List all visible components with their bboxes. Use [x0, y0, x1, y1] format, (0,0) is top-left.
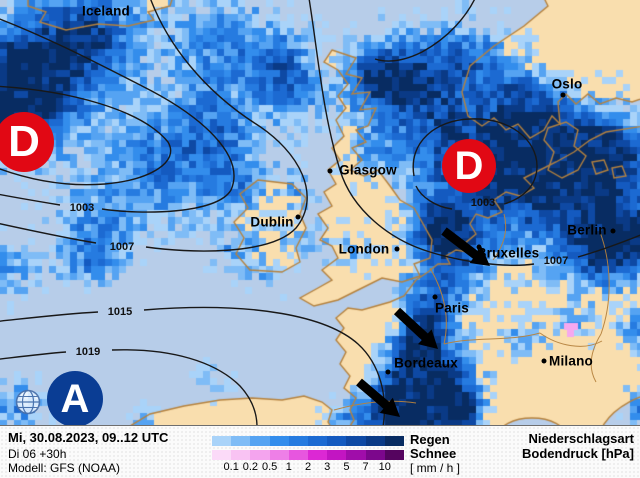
movement-arrow — [356, 378, 394, 412]
snow-scale-segment — [327, 450, 347, 460]
rain-scale-segment — [365, 436, 385, 446]
isobar-lines — [0, 0, 640, 425]
snow-scale-segment — [212, 450, 232, 460]
threshold-label: 2 — [304, 461, 312, 473]
movement-arrows — [356, 227, 490, 417]
rain-scale-segment — [250, 436, 270, 446]
city-label: Dublin — [250, 214, 294, 230]
isobar-value-label: 1003 — [69, 202, 95, 214]
city-label: Iceland — [82, 3, 130, 19]
pressure-title: Bodendruck [hPa] — [522, 446, 634, 461]
weather-map: Iceland Oslo Glasgow Dublin London Berlin Brux… — [0, 0, 640, 425]
legend-panel: Mi, 30.08.2023, 09..12 UTC Di 06 +30h Mo… — [0, 425, 640, 478]
rain-scale-segment — [327, 436, 347, 446]
snow-scale-segment — [308, 450, 328, 460]
snow-scale-segment — [231, 450, 251, 460]
rain-scale-segment — [346, 436, 366, 446]
city-label: Oslo — [551, 76, 583, 92]
model-label: Modell: GFS (NOAA) — [8, 461, 121, 475]
movement-arrow-head — [418, 329, 438, 349]
rain-scale-segment — [212, 436, 232, 446]
city-dot — [385, 369, 391, 375]
isobar-value-label: 1003 — [470, 197, 496, 209]
snow-scale-segment — [384, 450, 405, 460]
rain-color-scale — [212, 436, 405, 446]
city-label: Bordeaux — [394, 355, 458, 371]
threshold-label: 3 — [324, 461, 331, 473]
isobar-overlay — [0, 0, 640, 425]
rain-scale-segment — [308, 436, 328, 446]
movement-arrow — [393, 307, 432, 344]
city-dot — [432, 294, 438, 300]
movement-arrow-head — [379, 397, 400, 417]
threshold-label: 0.5 — [261, 461, 278, 473]
rain-scale-segment — [231, 436, 251, 446]
movement-arrow-head — [469, 247, 490, 266]
snow-scale-segment — [346, 450, 366, 460]
threshold-label: 0.2 — [242, 461, 259, 473]
snow-scale-segment — [269, 450, 289, 460]
city-dot — [327, 168, 333, 174]
city-label: Berlin — [567, 222, 607, 238]
city-label: Bruxelles — [476, 245, 540, 261]
low-pressure-marker: D — [442, 139, 496, 193]
city-label: Glasgow — [339, 162, 397, 178]
scale-threshold-labels: 0.1 0.2 0.5 1 2 3 5 7 10 — [212, 461, 404, 475]
city-dot — [541, 358, 547, 364]
city-dot — [560, 92, 566, 98]
city-label: Paris — [434, 300, 470, 316]
threshold-label: 1 — [285, 461, 292, 473]
city-label: Milano — [549, 353, 593, 369]
precip-type-title: Niederschlagsart — [528, 431, 635, 446]
run-offset-label: Di 06 +30h — [8, 447, 67, 461]
threshold-label: 10 — [378, 461, 391, 473]
isobar-value-label: 1007 — [109, 241, 135, 253]
snow-legend-label: Schnee — [410, 446, 457, 461]
valid-time-label: Mi, 30.08.2023, 09..12 UTC — [8, 430, 169, 445]
snow-scale-segment — [250, 450, 270, 460]
globe-logo-icon — [15, 389, 41, 415]
threshold-label: 0.1 — [223, 461, 239, 473]
snow-scale-segment — [365, 450, 385, 460]
city-label: London — [338, 241, 390, 257]
snow-scale-segment — [288, 450, 309, 460]
threshold-label: 5 — [343, 461, 350, 473]
rain-scale-segment — [384, 436, 405, 446]
rain-scale-segment — [288, 436, 309, 446]
isobar-value-label: 1007 — [543, 255, 569, 267]
city-dot — [610, 228, 616, 234]
city-dot — [476, 244, 482, 250]
snow-color-scale — [212, 450, 405, 460]
threshold-label: 7 — [362, 461, 369, 473]
city-dot — [295, 214, 301, 220]
high-pressure-marker: A — [47, 371, 103, 425]
movement-arrow — [441, 227, 483, 262]
rain-scale-segment — [269, 436, 289, 446]
isobar-value-label: 1015 — [107, 306, 133, 318]
rain-legend-label: Regen — [410, 432, 450, 447]
low-pressure-marker: D — [0, 112, 54, 172]
city-dot — [394, 246, 400, 252]
isobar-value-label: 1019 — [75, 346, 101, 358]
unit-label: [ mm / h ] — [410, 461, 461, 475]
